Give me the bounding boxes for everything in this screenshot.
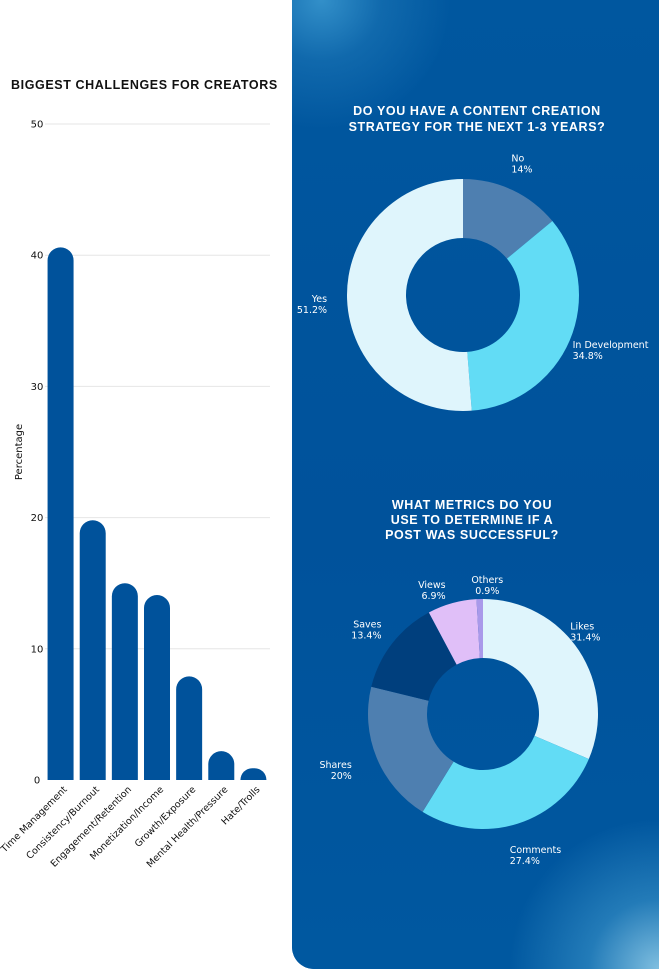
bar xyxy=(240,768,267,780)
y-tick-label: 40 xyxy=(31,251,44,262)
donut-slice xyxy=(368,686,454,812)
y-tick-label: 30 xyxy=(31,382,44,393)
slice-value-label: 20% xyxy=(331,771,352,782)
slice-label: Shares xyxy=(319,760,351,771)
slice-label: Comments xyxy=(510,845,562,856)
slice-label: Saves xyxy=(353,620,381,631)
slice-label: No xyxy=(511,153,524,164)
metrics-title-line: WHAT METRICS DO YOU xyxy=(392,498,552,512)
donut-slice xyxy=(347,179,472,411)
bar xyxy=(111,583,138,780)
x-axis-ticks: Time ManagementConsistency/BurnoutEngage… xyxy=(0,784,263,870)
bar-chart: BIGGEST CHALLENGES FOR CREATORS Percenta… xyxy=(0,78,278,870)
bar xyxy=(176,676,203,780)
donut-charts-panel: DO YOU HAVE A CONTENT CREATION STRATEGY … xyxy=(292,0,659,969)
metrics-title-line: POST WAS SUCCESSFUL? xyxy=(385,528,559,542)
bar-chart-title: BIGGEST CHALLENGES FOR CREATORS xyxy=(11,78,278,92)
donut-slice xyxy=(428,599,480,665)
bars xyxy=(47,247,267,780)
metrics-title-line: USE TO DETERMINE IF A xyxy=(391,513,554,527)
y-axis-label: Percentage xyxy=(14,424,25,480)
bar xyxy=(47,247,74,780)
bar xyxy=(79,520,106,780)
gridlines xyxy=(45,123,270,650)
strategy-donut-title: DO YOU HAVE A CONTENT CREATION STRATEGY … xyxy=(349,104,606,134)
x-tick-label: Growth/Exposure xyxy=(133,784,199,850)
donut-slice xyxy=(422,735,589,829)
y-tick-label: 0 xyxy=(34,776,40,787)
slice-value-label: 31.4% xyxy=(570,633,600,644)
y-tick-label: 10 xyxy=(31,644,44,655)
strategy-title-line: DO YOU HAVE A CONTENT CREATION xyxy=(353,104,601,118)
donut-slice xyxy=(371,612,457,701)
slice-label: In Development xyxy=(573,340,649,351)
slice-label: Yes xyxy=(311,294,327,305)
slice-label: Views xyxy=(418,580,446,591)
donut-slice xyxy=(467,221,579,411)
slice-label: Likes xyxy=(570,622,594,633)
bar-chart-panel: BIGGEST CHALLENGES FOR CREATORS Percenta… xyxy=(0,0,292,969)
bar xyxy=(208,751,235,780)
metrics-donut-title: WHAT METRICS DO YOU USE TO DETERMINE IF … xyxy=(385,498,559,542)
slice-value-label: 51.2% xyxy=(297,305,327,316)
y-tick-label: 20 xyxy=(31,513,44,524)
donut-slice xyxy=(483,599,598,760)
donut-charts: DO YOU HAVE A CONTENT CREATION STRATEGY … xyxy=(297,104,649,867)
slice-value-label: 0.9% xyxy=(475,586,499,597)
strategy-title-line: STRATEGY FOR THE NEXT 1-3 YEARS? xyxy=(349,120,606,134)
donut-slice xyxy=(476,599,483,659)
slice-value-label: 27.4% xyxy=(510,856,540,867)
donut-slice xyxy=(463,179,553,259)
slice-value-label: 14% xyxy=(511,164,532,175)
y-axis-ticks: 0 10 20 30 40 50 xyxy=(31,120,44,787)
bar xyxy=(144,595,170,780)
y-tick-label: 50 xyxy=(31,120,44,131)
slice-label: Others xyxy=(471,575,503,586)
slice-value-label: 13.4% xyxy=(351,631,381,642)
slice-value-label: 34.8% xyxy=(573,351,603,362)
slice-value-label: 6.9% xyxy=(421,591,445,602)
